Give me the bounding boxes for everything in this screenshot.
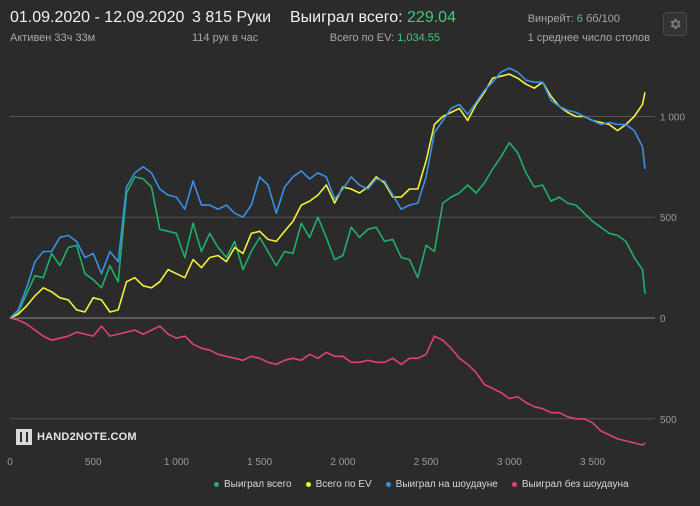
legend-dot-icon [214,482,219,487]
series-line [9,67,646,319]
logo-text: HAND2NOTE.COM [37,431,137,443]
legend-dot-icon [511,482,517,487]
x-tick-label: 2 500 [414,457,439,468]
x-tick-label: 1 500 [247,457,272,468]
total-won-value: 229.04 [407,9,456,26]
stats-header: 01.09.2020 - 12.09.2020 Активен 33ч 33м … [0,0,700,56]
date-range: 01.09.2020 - 12.09.2020 [10,9,185,26]
x-tick-label: 2 000 [330,457,355,468]
hands-count: 3 815 Руки [192,9,272,26]
winrate-label: Винрейт: [527,13,574,25]
total-won: Выиграл всего: 229.04 [290,9,456,27]
x-tick-label: 0 [7,457,13,468]
legend-item[interactable]: Выиграл на шоудауне [385,479,498,490]
settings-button[interactable] [663,12,687,36]
y-tick-label: 500 [660,415,677,426]
legend-label: Выиграл всего [224,479,292,490]
legend-item[interactable]: Выиграл без шоудауна [511,479,629,490]
hands-per-hour: 114 рук в час [192,32,259,44]
x-tick-label: 1 000 [164,457,189,468]
legend-label: Выиграл на шоудауне [395,479,498,490]
legend-item[interactable]: Выиграл всего [214,479,292,490]
x-tick-label: 3 500 [580,457,605,468]
series-line [9,141,646,319]
legend-dot-icon [305,482,311,487]
y-tick-label: 500 [660,213,677,224]
hand2note-logo-icon [16,429,32,445]
winrate: Винрейт: 6 бб/100 [500,13,620,25]
x-tick-label: 3 000 [497,457,522,468]
y-tick-label: 1 000 [660,112,685,123]
legend-label: Всего по EV [315,479,372,490]
legend-dot-icon [385,482,391,487]
legend-item[interactable]: Всего по EV [305,479,372,490]
x-tick-label: 500 [85,457,102,468]
y-tick-label: 0 [660,314,666,325]
winrate-value: 6 [576,13,583,25]
gear-icon [670,18,681,30]
total-won-label: Выиграл всего: [290,9,403,26]
ev-total: Всего по EV: 1,034.55 [300,32,440,44]
series-line [9,317,646,446]
chart-legend: Выиграл всего Всего по EV Выиграл на шоуда… [214,479,629,490]
ev-total-value: 1,034.55 [397,32,440,44]
legend-label: Выиграл без шоудауна [521,479,629,490]
active-time: Активен 33ч 33м [10,32,96,44]
avg-tables: 1 среднее число столов [527,32,650,44]
series-line [9,73,646,319]
ev-total-label: Всего по EV: [329,32,395,44]
hand2note-logo: HAND2NOTE.COM [16,429,137,445]
winrate-unit: бб/100 [585,13,620,25]
